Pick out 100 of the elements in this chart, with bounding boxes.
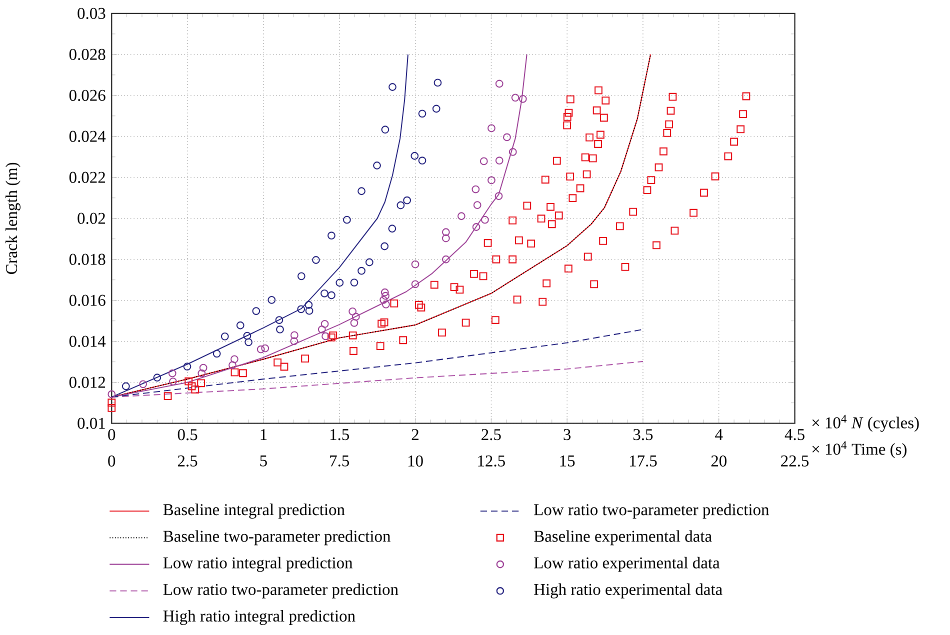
point xyxy=(403,196,412,204)
point xyxy=(305,307,314,315)
point xyxy=(220,332,229,341)
point xyxy=(411,280,420,288)
point xyxy=(472,185,480,194)
y-tick-label: 0.03 xyxy=(78,8,106,20)
y-axis-title: Crack length (m) xyxy=(5,162,20,274)
point xyxy=(350,319,358,327)
legend-label: Low ratio two-parameter prediction xyxy=(163,584,398,599)
x-tick-label: 3 xyxy=(564,429,571,440)
x2-tick-label: 2.5 xyxy=(178,456,198,467)
point xyxy=(199,364,208,372)
point xyxy=(396,201,405,210)
y-tick-label: 0.026 xyxy=(69,90,106,102)
point xyxy=(212,350,221,358)
x-tick-label: 2 xyxy=(412,429,418,440)
y-tick-label: 0.024 xyxy=(69,130,106,142)
point xyxy=(230,355,238,364)
point xyxy=(153,374,162,382)
y-tick-label: 0.012 xyxy=(69,376,105,388)
point xyxy=(243,332,252,340)
x2-tick-label: 0 xyxy=(108,456,116,467)
point xyxy=(382,300,390,309)
legend-label: Baseline experimental data xyxy=(534,530,712,546)
point xyxy=(244,338,253,346)
point xyxy=(480,216,489,224)
point xyxy=(228,361,236,370)
point xyxy=(410,152,419,160)
point xyxy=(418,110,426,118)
y-tick-label: 0.01 xyxy=(78,418,105,430)
point xyxy=(442,256,450,264)
x2-tick-label: 22.5 xyxy=(781,456,809,467)
legend-label: Baseline two-parameter prediction xyxy=(163,530,390,546)
x2-tick-label: 12.5 xyxy=(478,456,505,467)
point xyxy=(365,258,374,266)
point xyxy=(495,156,504,165)
point xyxy=(518,95,527,103)
point xyxy=(472,223,480,232)
point xyxy=(511,94,520,102)
point xyxy=(276,326,284,334)
point xyxy=(380,288,389,296)
x-tick-label: 4.5 xyxy=(784,429,804,440)
x2-axis-title: × 10$^{4}$ Time (s) xyxy=(812,441,906,458)
point xyxy=(418,156,426,165)
point xyxy=(480,157,488,166)
point xyxy=(488,176,496,184)
point xyxy=(382,292,390,300)
legend-label: High ratio experimental data xyxy=(534,584,722,599)
legend-label: Baseline integral prediction xyxy=(163,504,345,519)
point xyxy=(380,242,389,250)
point xyxy=(488,124,496,132)
x-tick-label: 2.5 xyxy=(482,429,501,440)
x2-tick-label: 7.5 xyxy=(330,456,349,467)
x-tick-label: 1 xyxy=(260,429,267,440)
point xyxy=(494,192,503,200)
point xyxy=(320,320,329,328)
point xyxy=(442,234,450,242)
point xyxy=(252,307,260,316)
y-tick-label: 0.018 xyxy=(69,254,106,266)
x-tick-label: 0 xyxy=(108,429,116,440)
point xyxy=(268,296,276,304)
point xyxy=(304,301,313,309)
point xyxy=(350,278,358,287)
point xyxy=(457,212,466,220)
point xyxy=(328,291,336,300)
legend-label: High ratio integral prediction xyxy=(163,610,356,626)
point xyxy=(236,322,244,330)
y-tick-label: 0.028 xyxy=(69,48,106,60)
point xyxy=(388,224,396,233)
point xyxy=(290,331,298,340)
x2-tick-label: 15 xyxy=(560,456,575,467)
point xyxy=(473,201,482,210)
point xyxy=(373,162,381,170)
x-axis-title: × 10$^{4}$ N (cycles) xyxy=(812,415,919,432)
point xyxy=(318,326,326,334)
point xyxy=(434,78,442,87)
point xyxy=(183,362,192,371)
legend-label: Low ratio experimental data xyxy=(534,556,720,572)
y-tick-label: 0.014 xyxy=(69,336,106,348)
y-tick-label: 0.022 xyxy=(69,172,105,184)
point xyxy=(328,232,336,240)
point xyxy=(256,346,265,354)
point xyxy=(502,133,511,142)
point xyxy=(358,187,366,196)
point xyxy=(411,260,420,268)
legend-label: Low ratio integral prediction xyxy=(163,556,353,572)
point xyxy=(297,272,306,280)
point xyxy=(108,390,116,398)
point xyxy=(495,80,504,88)
point xyxy=(312,256,320,264)
point xyxy=(380,296,388,304)
point xyxy=(342,216,351,224)
point xyxy=(275,316,284,324)
x2-tick-label: 5 xyxy=(260,456,267,467)
point xyxy=(508,148,517,156)
point xyxy=(381,126,390,134)
point xyxy=(336,278,344,287)
point xyxy=(168,370,176,378)
x-tick-label: 4 xyxy=(715,429,723,440)
x2-tick-label: 20 xyxy=(711,456,726,467)
